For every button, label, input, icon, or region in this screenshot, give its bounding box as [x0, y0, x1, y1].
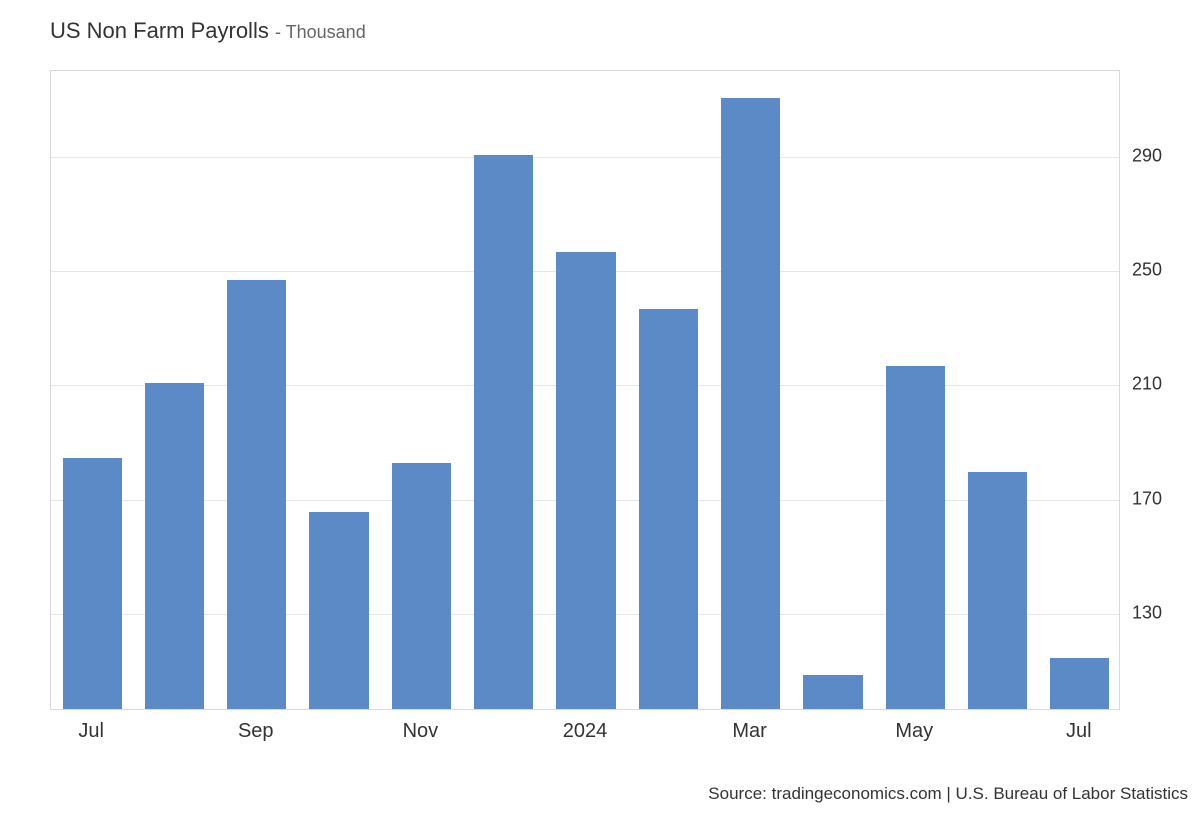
chart-frame: US Non Farm Payrolls - Thousand 130 170 21…: [0, 0, 1200, 820]
bar: [968, 472, 1027, 709]
title-sub: - Thousand: [275, 22, 366, 42]
x-tick-label: Jul: [78, 720, 104, 743]
bar: [474, 155, 533, 709]
plot-area: [50, 70, 1120, 710]
x-tick-label: Nov: [403, 720, 439, 743]
title-main: US Non Farm Payrolls: [50, 18, 269, 43]
y-tick-label: 290: [1132, 145, 1162, 166]
bar: [556, 252, 615, 709]
bar: [803, 675, 862, 709]
x-tick-label: 2024: [563, 720, 608, 743]
bar: [227, 280, 286, 709]
x-tick-label: Mar: [732, 720, 766, 743]
x-tick-label: Sep: [238, 720, 274, 743]
source-attribution: Source: tradingeconomics.com | U.S. Bure…: [708, 784, 1188, 804]
y-tick-label: 130: [1132, 602, 1162, 623]
y-axis: 130 170 210 250 290: [1124, 70, 1194, 710]
y-tick-label: 170: [1132, 488, 1162, 509]
bar: [639, 309, 698, 709]
bar: [721, 98, 780, 709]
bar: [63, 458, 122, 709]
x-tick-label: May: [895, 720, 933, 743]
x-axis: Jul Sep Nov 2024 Mar May Jul: [50, 712, 1120, 752]
bar: [309, 512, 368, 709]
x-tick-label: Jul: [1066, 720, 1092, 743]
y-tick-label: 250: [1132, 260, 1162, 281]
gridline: [51, 157, 1119, 158]
bar: [1050, 658, 1109, 709]
bar: [392, 463, 451, 709]
bar: [145, 383, 204, 709]
chart-title: US Non Farm Payrolls - Thousand: [50, 18, 366, 44]
y-tick-label: 210: [1132, 374, 1162, 395]
bar: [886, 366, 945, 709]
